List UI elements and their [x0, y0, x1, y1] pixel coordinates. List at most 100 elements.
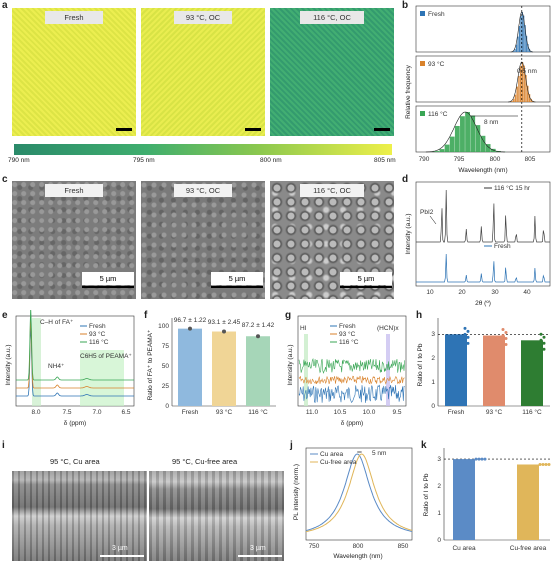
- tile-label-cu-free: 95 °C, Cu-free area: [172, 457, 238, 466]
- colorbar: [14, 144, 392, 155]
- xrd-trace: [416, 253, 550, 283]
- data-point: [188, 326, 192, 331]
- x-axis-label: δ (ppm): [341, 420, 363, 427]
- x-tick: 8.0: [31, 409, 40, 416]
- histogram-bar: [444, 144, 450, 152]
- y-tick: 50: [162, 363, 170, 370]
- x-tick: 750: [309, 543, 320, 550]
- legend-fresh: Fresh: [339, 323, 356, 330]
- tile-label-fresh: Fresh: [45, 184, 103, 197]
- x-tick: 7.0: [92, 409, 101, 416]
- scale-bar: [82, 286, 134, 288]
- y-axis-label: Intensity (a.u.): [287, 344, 294, 385]
- x-tick: 40: [523, 289, 531, 296]
- x-axis-label: 2θ (º): [475, 300, 491, 307]
- panel-c-label: c: [2, 174, 8, 185]
- histogram-bar: [521, 12, 523, 52]
- y-tick: 3: [437, 456, 441, 463]
- y-tick: 0: [437, 537, 441, 544]
- x-tick: 795: [454, 156, 465, 163]
- annotation-shift: 0.5 nm: [517, 68, 537, 75]
- data-point: [474, 457, 478, 461]
- nmr-trace: [298, 384, 405, 404]
- data-point: [222, 329, 226, 334]
- nmr-trace: [298, 357, 405, 374]
- bar: [246, 336, 270, 406]
- histogram-bar: [513, 51, 515, 52]
- data-point: [542, 335, 546, 339]
- y-axis-label: Intensity (a.u.): [405, 213, 412, 254]
- y-axis-label: Relative frequency: [405, 64, 412, 119]
- histogram-bar: [454, 125, 460, 152]
- annotation-shift: 8 nm: [484, 119, 498, 126]
- y-tick: 0: [165, 403, 169, 410]
- y-axis-label: Ratio of I to Pb: [423, 473, 430, 516]
- y-tick: 100: [158, 323, 169, 330]
- histogram-bar: [449, 136, 455, 152]
- pl-map-93: [141, 8, 265, 136]
- data-point: [466, 341, 470, 345]
- scale-label: 3 µm: [250, 545, 266, 552]
- x-axis-label: δ (ppm): [64, 420, 86, 427]
- y-tick: 3: [431, 331, 435, 338]
- panel-d-label: d: [402, 174, 409, 185]
- x-tick: Cu area: [452, 545, 476, 552]
- histogram-bar: [475, 125, 481, 152]
- sem-cross-section-cu-free: [149, 471, 284, 561]
- data-point: [539, 332, 543, 336]
- data-point: [504, 337, 508, 341]
- histogram-bar: [523, 65, 525, 102]
- panel-b-label: b: [402, 0, 409, 11]
- panel-h-label: h: [416, 310, 423, 321]
- nmr-trace: [16, 323, 134, 397]
- x-tick: 10.5: [334, 409, 347, 416]
- panel-e-label: e: [2, 310, 8, 321]
- histogram-bar: [470, 115, 476, 152]
- y-tick: 75: [162, 343, 170, 350]
- x-tick: 9.5: [392, 409, 401, 416]
- sem-cross-section-cu: [12, 471, 147, 561]
- x-tick: 116 °C: [248, 408, 268, 416]
- colorbar-tick: 790 nm: [8, 157, 30, 164]
- histogram-bar: [516, 86, 518, 102]
- data-point: [504, 331, 508, 335]
- histogram-bar: [530, 98, 532, 102]
- bar-chart-f: Ratio of FA⁺ to PEAMA⁺ 0 25 50 75 100 96…: [147, 317, 276, 416]
- panel-i-label: i: [2, 440, 5, 451]
- x-tick: 10: [426, 289, 434, 296]
- y-axis-label: Ratio of I to Pb: [417, 343, 424, 386]
- x-tick: 93 °C: [216, 408, 233, 416]
- x-axis-label: Wavelength (nm): [458, 167, 507, 174]
- histogram-bar: [526, 35, 528, 52]
- data-point: [501, 340, 505, 344]
- scale-bar: [374, 128, 390, 131]
- pl-map-fresh: [12, 8, 136, 136]
- bar: [178, 328, 202, 406]
- legend-93: 93 °C: [339, 330, 356, 338]
- bar: [212, 331, 236, 406]
- pl-curve: [305, 453, 413, 532]
- tile-label-116: 116 °C, OC: [300, 184, 364, 197]
- x-tick: 20: [458, 289, 466, 296]
- pl-curve: [305, 453, 413, 533]
- histogram-bar: [517, 36, 519, 52]
- data-point: [463, 326, 467, 330]
- scale-label: 5 µm: [340, 272, 392, 285]
- bar-chart-h: Ratio of I to Pb 0 1 2 3 Fresh 93 °C 116…: [417, 318, 550, 416]
- scale-bar: [340, 286, 392, 288]
- data-point: [542, 341, 546, 345]
- legend-116: 116 °C: [339, 338, 359, 346]
- data-point: [463, 338, 467, 342]
- data-point: [538, 462, 542, 466]
- colorbar-tick: 800 nm: [260, 157, 282, 164]
- histogram-bar: [465, 112, 470, 152]
- legend-93: 93 °C: [89, 330, 106, 338]
- x-axis-label: Wavelength (nm): [333, 553, 382, 560]
- legend-116: 116 °C 15 hr: [494, 184, 531, 192]
- data-point: [466, 329, 470, 333]
- bar: [483, 335, 505, 406]
- data-point: [477, 457, 481, 461]
- scale-bar: [245, 128, 261, 131]
- x-tick: 805: [525, 156, 536, 163]
- scale-bar: [116, 128, 132, 131]
